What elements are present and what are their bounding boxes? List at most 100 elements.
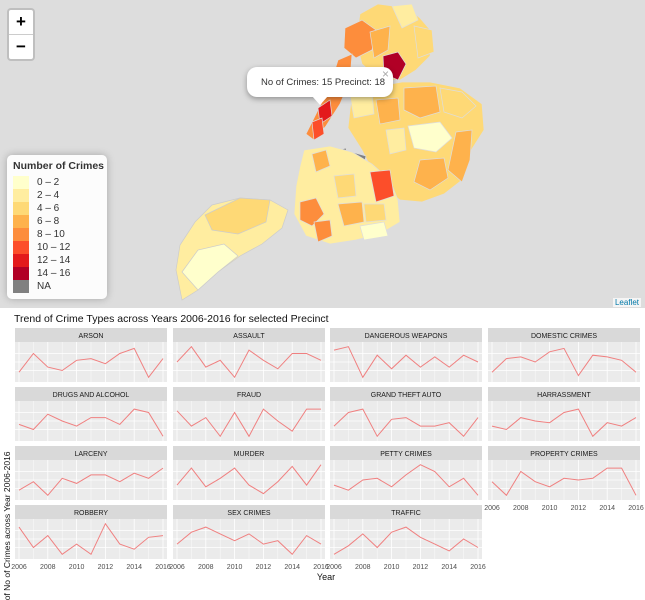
x-tick-label: 2016 <box>313 564 329 571</box>
series-line <box>176 526 322 556</box>
facet-label: DANGEROUS WEAPONS <box>365 333 448 340</box>
facet-label: ARSON <box>79 333 104 340</box>
facet-strip <box>173 387 325 401</box>
precinct-polygon[interactable] <box>311 149 331 173</box>
legend-item: 2 – 4 <box>13 189 59 202</box>
facet-strip <box>330 387 482 401</box>
x-tick-label: 2016 <box>155 564 171 571</box>
precinct-polygon[interactable] <box>403 85 441 119</box>
precinct-polygon[interactable] <box>369 25 391 59</box>
x-tick-label: 2010 <box>542 505 558 512</box>
series-line <box>18 408 164 437</box>
facet-panel: LARCENY <box>15 446 167 500</box>
map-popup: No of Crimes: 15 Precinct: 18 × <box>247 67 393 105</box>
legend-label: 0 – 2 <box>37 177 60 188</box>
legend-item: NA <box>13 280 51 293</box>
x-tick-label: 2006 <box>326 564 342 571</box>
legend-swatch <box>13 254 29 267</box>
facet-panel: MURDER <box>173 446 325 500</box>
precinct-polygon[interactable] <box>407 121 453 153</box>
x-tick-label: 2014 <box>126 564 142 571</box>
facet-label: LARCENY <box>74 451 107 458</box>
leaflet-attribution-link[interactable]: Leaflet <box>612 298 641 307</box>
precinct-polygon[interactable] <box>439 87 477 119</box>
zoom-out-button[interactable]: − <box>9 34 33 59</box>
precinct-polygon[interactable] <box>299 197 325 227</box>
map-polygons[interactable] <box>0 0 645 308</box>
facet-label: ASSAULT <box>233 333 265 340</box>
legend-item: 0 – 2 <box>13 176 59 189</box>
facet-strip <box>173 328 325 342</box>
facet-label: PETTY CRIMES <box>380 451 432 458</box>
legend-label: 12 – 14 <box>37 255 71 266</box>
precinct-polygon[interactable] <box>333 173 357 199</box>
series-line <box>176 464 322 495</box>
facet-panel: ASSAULT <box>173 328 325 382</box>
facet-label: GRAND THEFT AUTO <box>371 392 442 399</box>
zoom-in-button[interactable]: + <box>16 12 26 31</box>
precinct-polygon[interactable] <box>359 221 389 241</box>
legend-swatch <box>13 202 29 215</box>
legend-item: 4 – 6 <box>13 202 59 215</box>
x-tick-label: 2008 <box>198 564 214 571</box>
facet-panel: ARSON <box>15 328 167 382</box>
precinct-polygon[interactable] <box>337 201 365 227</box>
legend-label: 6 – 8 <box>37 216 60 227</box>
x-tick-label: 2012 <box>98 564 114 571</box>
legend-label: 14 – 16 <box>37 268 71 279</box>
precinct-polygon[interactable] <box>311 117 325 141</box>
precinct-polygon[interactable] <box>343 19 377 59</box>
precinct-polygon[interactable] <box>385 127 407 155</box>
x-tick-label: 2008 <box>40 564 56 571</box>
x-tick-label: 2016 <box>628 505 644 512</box>
precinct-polygon[interactable] <box>447 129 473 183</box>
legend-item: 12 – 14 <box>13 254 70 267</box>
precinct-polygon[interactable] <box>413 25 435 59</box>
precinct-polygon[interactable] <box>391 3 419 29</box>
precinct-polygon[interactable] <box>313 219 333 243</box>
popup-text: No of Crimes: 15 Precinct: 18 <box>261 77 386 88</box>
series-line <box>333 464 479 496</box>
facet-strip <box>330 505 482 519</box>
popup-close-button[interactable]: × <box>381 67 389 81</box>
x-tick-label: 2014 <box>284 564 300 571</box>
precinct-polygon[interactable] <box>363 203 387 223</box>
x-tick-label: 2008 <box>355 564 371 571</box>
facet-panel: PETTY CRIMES <box>330 446 482 500</box>
series-line <box>176 345 322 379</box>
legend-label: 2 – 4 <box>37 190 60 201</box>
precinct-polygon[interactable] <box>204 197 271 235</box>
legend-item: 6 – 8 <box>13 215 59 228</box>
legend-label: 4 – 6 <box>37 203 60 214</box>
series-line <box>176 408 321 438</box>
popup-tip <box>312 96 328 105</box>
crime-trend-chart: Trend of Crime Types across Years 2006-2… <box>2 313 644 600</box>
facet-panel: HARRASSMENT <box>488 387 640 441</box>
x-tick-label: 2014 <box>599 505 615 512</box>
facet-panel: GRAND THEFT AUTO <box>330 387 482 441</box>
legend-swatch <box>13 228 29 241</box>
precinct-polygon[interactable] <box>181 243 239 291</box>
series-line <box>18 522 164 556</box>
precinct-polygon[interactable] <box>375 97 401 125</box>
series-line <box>18 347 164 379</box>
facet-label: FRAUD <box>237 392 261 399</box>
chart-title: Trend of Crime Types across Years 2006-2… <box>14 313 329 325</box>
x-tick-label: 2014 <box>441 564 457 571</box>
legend-item: 14 – 16 <box>13 267 70 280</box>
legend-swatch <box>13 215 29 228</box>
facet-label: SEX CRIMES <box>227 510 271 517</box>
facet-strip <box>15 446 167 460</box>
series-line <box>491 467 637 497</box>
precinct-polygon[interactable] <box>369 169 395 203</box>
legend-label: NA <box>37 281 51 292</box>
legend-swatch <box>13 176 29 189</box>
x-tick-label: 2006 <box>169 564 185 571</box>
precinct-map[interactable]: + − No of Crimes: 15 Precinct: 18 × Numb… <box>0 0 645 308</box>
x-tick-label: 2006 <box>11 564 27 571</box>
x-axis-label: Year <box>317 572 335 582</box>
precinct-polygon[interactable] <box>413 157 449 191</box>
facet-strip <box>173 505 325 519</box>
map-legend: Number of Crimes 0 – 2 2 – 4 4 – 6 6 – 8… <box>7 155 107 299</box>
legend-item: 10 – 12 <box>13 241 70 254</box>
